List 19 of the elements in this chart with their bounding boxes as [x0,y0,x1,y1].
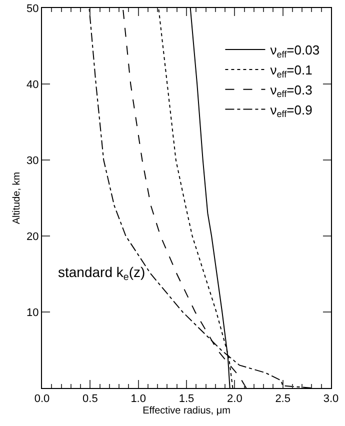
x-tick-label: 2.5 [275,393,290,406]
y-tick-label: 20 [26,230,39,243]
x-tick-label: 3.0 [323,393,339,406]
y-tick-label: 10 [26,306,39,319]
x-tick-label: 1.0 [130,393,146,406]
y-tick-label: 30 [26,154,39,167]
legend-label: ν$_{eff}$=0.1 [270,62,312,80]
y-tick-label: 50 [26,2,39,15]
legend-label: ν$_{eff}$=0.03 [270,42,320,60]
y-tick-label: 40 [26,78,39,91]
legend-label: ν$_{eff}$=0.3 [270,82,312,100]
x-axis-title: Effective radius, μm [142,406,230,417]
x-tick-label: 0.0 [34,393,50,406]
x-tick-label: 0.5 [82,393,98,406]
annotation: standard k$_{e}$(z) [58,264,146,283]
y-axis-title: Altitude, km [12,172,23,224]
x-tick-label: 1.5 [178,393,194,406]
x-tick-label: 2.0 [227,393,242,406]
legend-label: ν$_{eff}$=0.9 [270,102,312,120]
